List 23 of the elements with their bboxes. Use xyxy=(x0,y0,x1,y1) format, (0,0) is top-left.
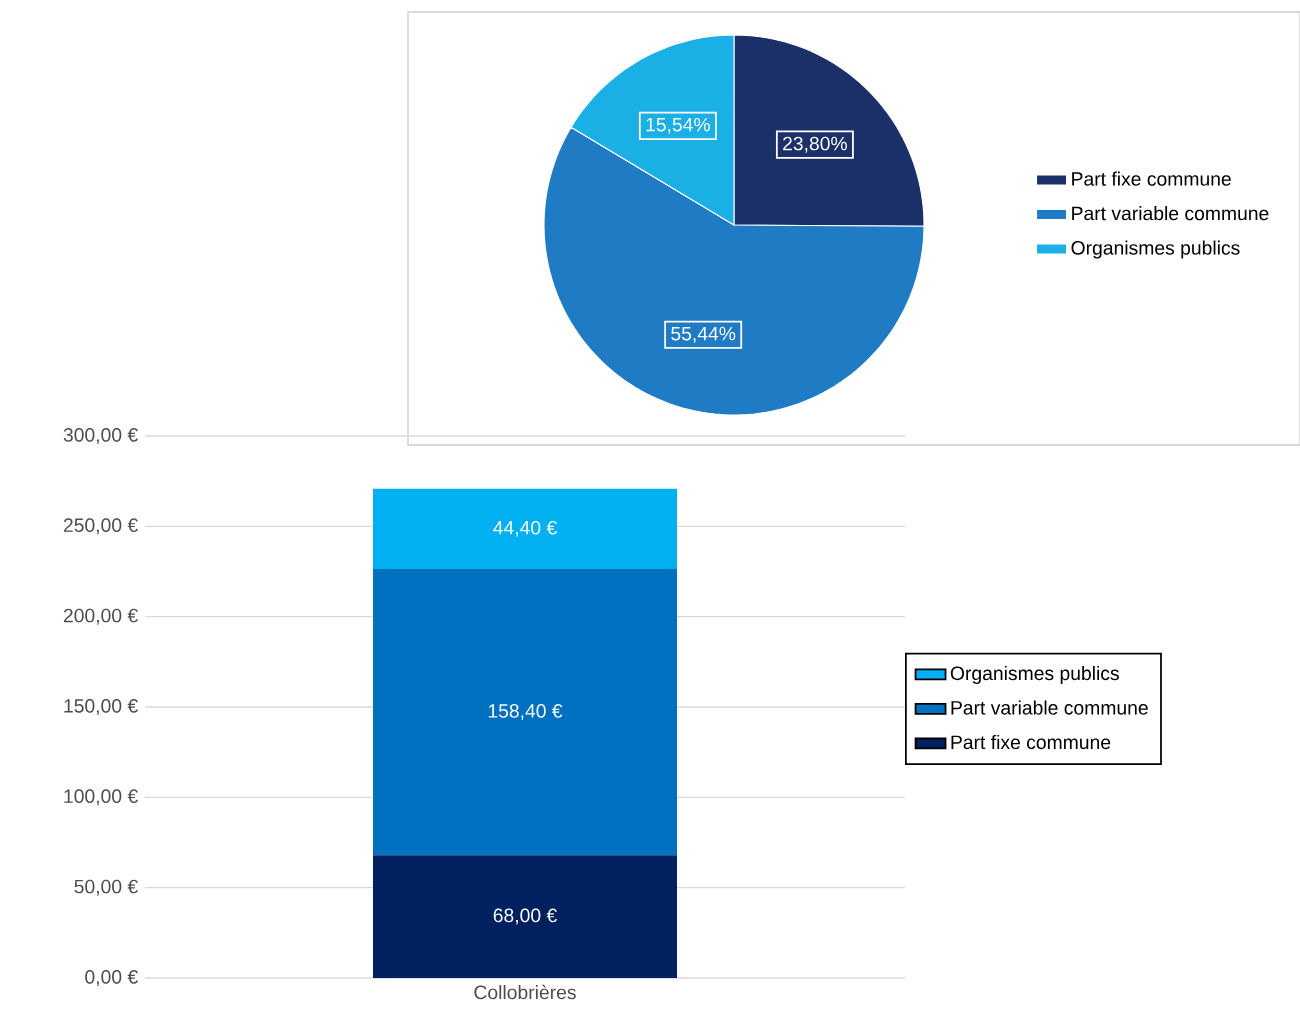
y-tick-label: 250,00 € xyxy=(63,518,138,535)
bar xyxy=(373,568,677,856)
data-label: 23,80% xyxy=(783,136,847,153)
data-label: 15,54% xyxy=(646,117,710,134)
y-tick-label: 0,00 € xyxy=(85,970,138,986)
legend-label: Part fixe commune xyxy=(1072,171,1231,186)
y-tick-label: 200,00 € xyxy=(63,608,138,625)
data-label: 158,40 € xyxy=(488,704,563,721)
y-tick-label: 50,00 € xyxy=(74,879,138,896)
data-label: 55,44% xyxy=(671,326,736,343)
legend-label: Part variable commune xyxy=(1072,206,1269,221)
data-label: 44,40 € xyxy=(493,520,557,537)
legend-label: Organismes publics xyxy=(1071,240,1240,259)
x-tick-label: Collobrières xyxy=(474,984,576,1000)
legend-label: Organismes publics xyxy=(950,665,1119,684)
legend-label: Part fixe commune xyxy=(951,734,1111,750)
data-label: 68,00 € xyxy=(493,908,557,925)
y-tick-label: 100,00 € xyxy=(64,789,138,806)
legend-label: Part variable commune xyxy=(951,700,1148,715)
bar xyxy=(373,855,677,978)
bar xyxy=(373,488,677,569)
y-tick-label: 300,00 € xyxy=(63,428,138,444)
y-tick-label: 150,00 € xyxy=(64,699,138,715)
